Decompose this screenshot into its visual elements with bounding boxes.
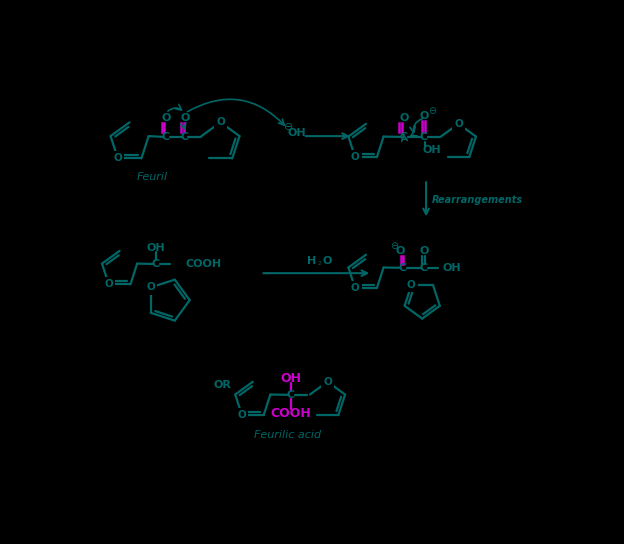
Text: O: O xyxy=(180,113,190,122)
Text: O: O xyxy=(454,119,463,129)
Text: ⊖: ⊖ xyxy=(285,122,294,132)
Text: C: C xyxy=(420,132,428,142)
Text: O: O xyxy=(395,246,404,256)
Text: OH: OH xyxy=(280,372,301,385)
Text: C: C xyxy=(152,259,160,269)
Text: O: O xyxy=(351,152,359,162)
Text: C: C xyxy=(420,263,428,273)
Text: H: H xyxy=(308,256,317,266)
Text: C: C xyxy=(286,390,295,400)
Text: O: O xyxy=(323,377,332,387)
Text: O: O xyxy=(114,153,122,164)
Text: O: O xyxy=(104,279,113,289)
Text: ⊖: ⊖ xyxy=(428,107,436,116)
Text: COOH: COOH xyxy=(185,259,221,269)
Text: Feuril: Feuril xyxy=(137,172,168,182)
Text: C: C xyxy=(162,132,170,142)
Text: OH: OH xyxy=(288,128,306,138)
Text: O: O xyxy=(351,283,359,293)
Text: O: O xyxy=(419,246,429,256)
Text: O: O xyxy=(419,111,429,121)
Text: O: O xyxy=(322,256,331,266)
Text: C: C xyxy=(181,132,189,142)
Text: OR: OR xyxy=(213,380,231,390)
Text: ⊖: ⊖ xyxy=(389,241,397,251)
Text: OH: OH xyxy=(443,263,462,273)
Text: C: C xyxy=(399,132,408,142)
Text: Feurilic acid: Feurilic acid xyxy=(254,430,321,440)
Text: $_2$: $_2$ xyxy=(317,259,322,268)
Text: O: O xyxy=(407,280,416,290)
Text: OH: OH xyxy=(147,243,165,253)
Text: OH: OH xyxy=(423,145,442,155)
Text: O: O xyxy=(146,282,155,293)
Text: Rearrangements: Rearrangements xyxy=(431,195,522,205)
Text: COOH: COOH xyxy=(270,407,311,420)
Text: O: O xyxy=(238,410,246,420)
Text: C: C xyxy=(398,263,406,273)
Text: O: O xyxy=(216,118,225,127)
Text: O: O xyxy=(161,113,170,122)
Text: O: O xyxy=(399,113,409,122)
